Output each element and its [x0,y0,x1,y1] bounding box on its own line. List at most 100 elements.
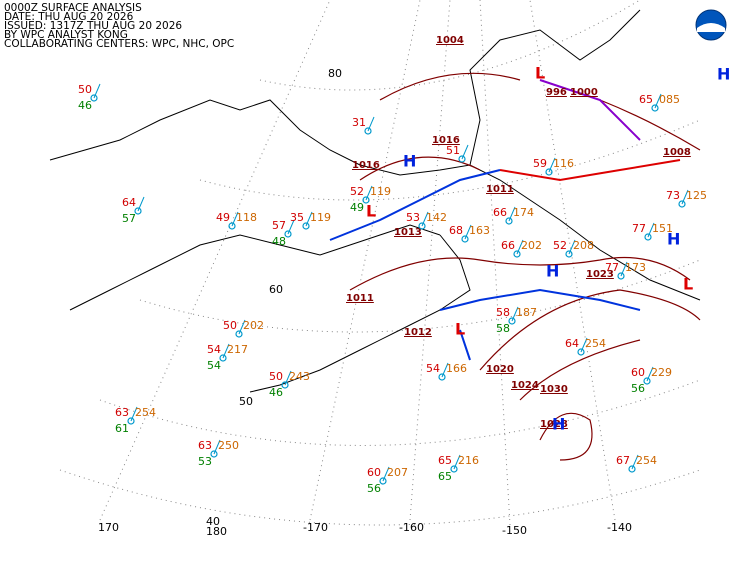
station-temperature: 50 [269,370,283,383]
wind-barb [222,343,230,359]
fronts [329,79,681,361]
station-circle [219,354,227,362]
noaa-logo [695,9,727,41]
station-pressure: 119 [310,211,331,224]
isobar-label: 1000 [570,87,598,98]
station-circle [545,168,553,176]
wind-barb [568,239,576,255]
wind-barb [631,454,639,470]
header-line: ISSUED: 1317Z THU AUG 20 2026 [4,20,182,32]
station-temperature: 67 [616,454,630,467]
isobars [349,72,701,461]
station-pressure: 243 [289,370,310,383]
station-temperature: 50 [223,319,237,332]
station-dewpoint: 56 [631,382,645,395]
station-circle [418,222,426,230]
station-circle [644,233,652,241]
isobar-label: 1023 [586,269,614,280]
graticule [59,0,701,526]
station-temperature: 60 [631,366,645,379]
station-dewpoint: 46 [269,386,283,399]
station-pressure: 118 [236,211,257,224]
graticule-label: 80 [328,67,342,80]
station-dewpoint: 48 [272,235,286,248]
station-temperature: 66 [501,239,515,252]
station-pressure: 208 [573,239,594,252]
station-temperature: 49 [216,211,230,224]
isobar-label: 1012 [404,327,432,338]
station-circle [643,377,651,385]
station-pressure: 085 [659,93,680,106]
station-dewpoint: 53 [198,455,212,468]
wind-barb [548,157,556,173]
station-circle [438,373,446,381]
station-circle [617,272,625,280]
station-pressure: 254 [585,337,606,350]
station-circle [302,222,310,230]
station-temperature: 31 [352,116,366,129]
pressure-center: L [535,64,545,83]
graticule-label: 180 [206,525,227,538]
station-temperature: 54 [426,362,440,375]
station-temperature: 54 [207,343,221,356]
station-temperature: 68 [449,224,463,237]
header-line: DATE: THU AUG 20 2026 [4,11,134,23]
wind-barb [580,337,588,353]
isobar-label: 1013 [394,227,422,238]
station-circle [284,230,292,238]
pressure-center: H [552,415,565,434]
station-temperature: 65 [438,454,452,467]
station-temperature: 35 [290,211,304,224]
station-pressure: 187 [516,306,537,319]
station-temperature: 60 [367,466,381,479]
station-temperature: 64 [565,337,579,350]
graticule-label: -170 [303,521,328,534]
graticule-label: -140 [607,521,632,534]
wind-barb [441,362,449,378]
station-temperature: 73 [666,189,680,202]
pressure-center: L [366,202,376,221]
station-circle [458,155,466,163]
wind-barb [93,83,101,99]
wind-barb [284,370,292,386]
pressure-center: H [546,262,559,281]
station-circle [127,417,135,425]
graticule-label: 170 [98,521,119,534]
graticule-label: 40 [206,515,220,528]
wind-barb [453,454,461,470]
station-pressure: 229 [651,366,672,379]
station-pressure: 217 [227,343,248,356]
station-temperature: 77 [605,261,619,274]
wind-barb [620,261,628,277]
station-circle [628,465,636,473]
isobar-label: 1011 [486,184,514,195]
station-dewpoint: 57 [122,212,136,225]
coastline [49,9,701,393]
pressure-center: L [683,275,693,294]
station-circle [450,465,458,473]
station-dewpoint: 49 [350,201,364,214]
station-circle [364,127,372,135]
station-temperature: 64 [122,196,136,209]
station-temperature: 52 [350,185,364,198]
wind-barb [464,224,472,240]
station-circle [362,196,370,204]
isobar-label: 1004 [436,35,464,46]
graticule-label: 60 [269,283,283,296]
wind-barb [461,144,469,160]
station-pressure: 142 [426,211,447,224]
station-pressure: 166 [446,362,467,375]
station-dewpoint: 65 [438,470,452,483]
pressure-center: H [717,65,730,84]
station-circle [651,104,659,112]
station-circle [134,207,142,215]
isobar-label: 1016 [432,135,460,146]
station-pressure: 254 [135,406,156,419]
station-pressure: 116 [553,157,574,170]
station-circle [90,94,98,102]
station-circle [577,348,585,356]
pressure-center: L [455,320,465,339]
wind-barb [382,466,390,482]
wind-barb [647,222,655,238]
